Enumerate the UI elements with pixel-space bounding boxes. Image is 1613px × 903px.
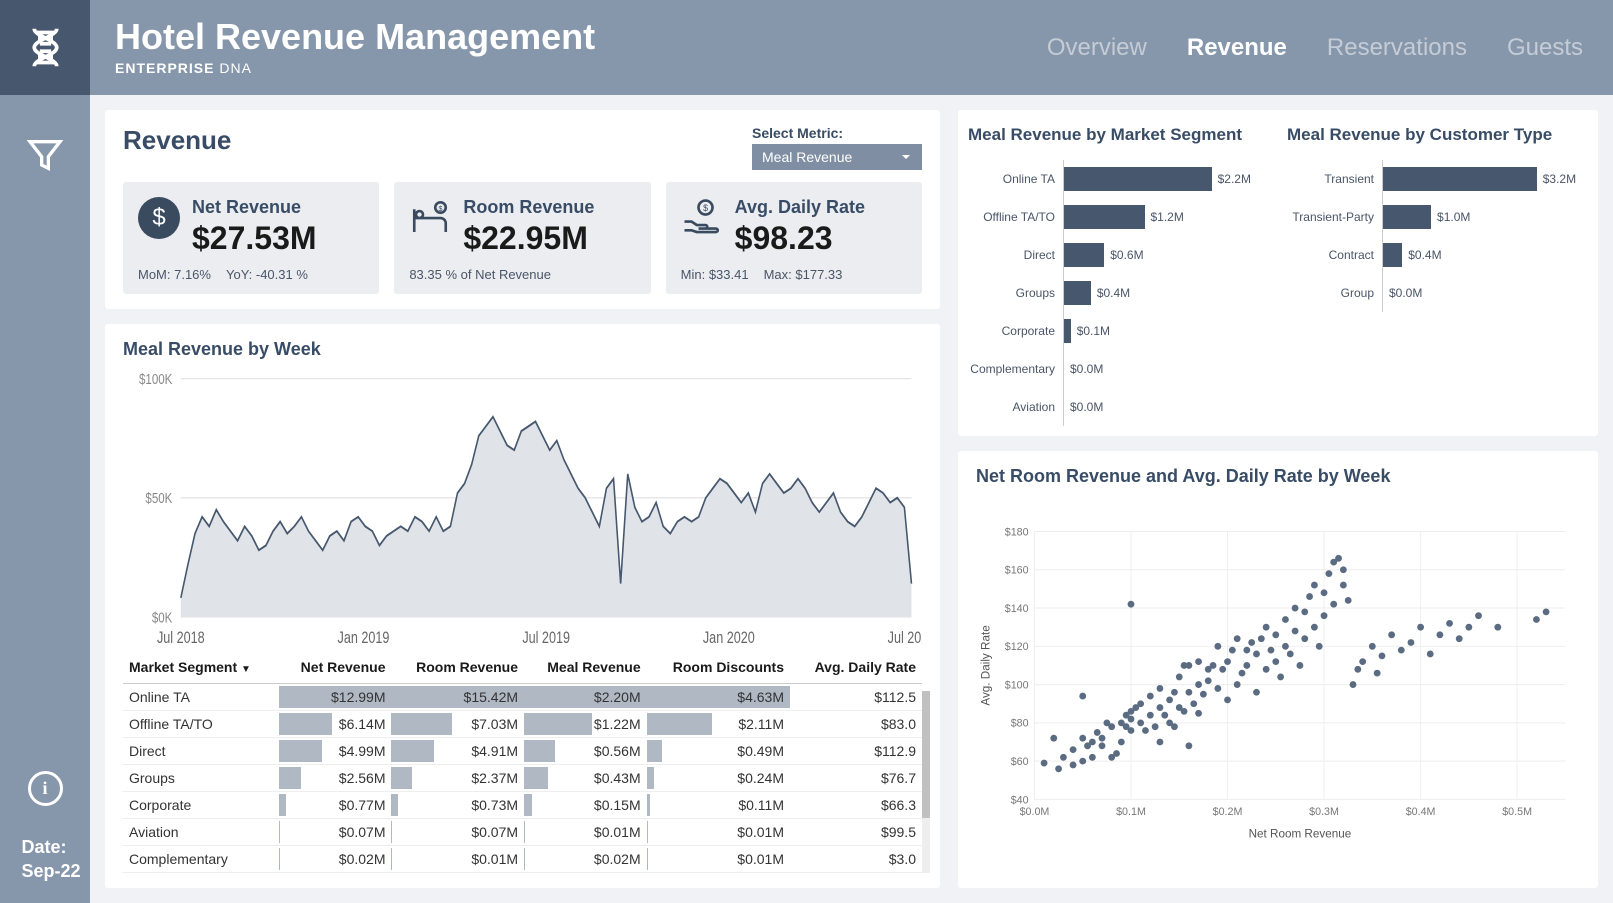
revenue-title: Revenue bbox=[123, 125, 231, 156]
revenue-panel: Revenue Select Metric: Meal Revenue $Net… bbox=[105, 110, 940, 309]
table-header[interactable]: Avg. Daily Rate bbox=[790, 651, 922, 684]
table-header[interactable]: Market Segment ▼ bbox=[123, 651, 279, 684]
metric-select[interactable]: Meal Revenue bbox=[752, 144, 922, 170]
segment-bars-title: Meal Revenue by Market Segment bbox=[968, 125, 1269, 145]
table-row[interactable]: Aviation$0.07M$0.07M$0.01M$0.01M$99.5 bbox=[123, 819, 922, 846]
svg-text:$0.3M: $0.3M bbox=[1309, 806, 1339, 818]
kpi-card: $Net Revenue$27.53MMoM: 7.16%YoY: -40.31… bbox=[123, 182, 379, 294]
table-header[interactable]: Net Revenue bbox=[279, 651, 392, 684]
hbar-row: Groups$0.4M bbox=[968, 274, 1269, 312]
hbar-row: Complementary$0.0M bbox=[968, 350, 1269, 388]
table-header[interactable]: Room Revenue bbox=[391, 651, 524, 684]
kpi-card: $Room Revenue$22.95M83.35 % of Net Reven… bbox=[394, 182, 650, 294]
hbar-row: Transient$3.2M bbox=[1287, 160, 1588, 198]
segment-table: Market Segment ▼Net RevenueRoom RevenueM… bbox=[123, 651, 922, 873]
table-row[interactable]: Groups$2.56M$2.37M$0.43M$0.24M$76.7 bbox=[123, 765, 922, 792]
chevron-down-icon bbox=[900, 151, 912, 163]
svg-text:$140: $140 bbox=[1005, 603, 1029, 615]
kpi-card: $Avg. Daily Rate$98.23Min: $33.41Max: $1… bbox=[666, 182, 922, 294]
page-subtitle: ENTERPRISE DNA bbox=[115, 60, 1047, 76]
svg-text:Jul 2019: Jul 2019 bbox=[522, 629, 570, 647]
area-chart-panel: Meal Revenue by Week $100K $50K $0K Jul 201… bbox=[105, 324, 940, 888]
svg-text:$100: $100 bbox=[1005, 679, 1029, 691]
page-title: Hotel Revenue Management bbox=[115, 19, 1047, 55]
table-scrollbar[interactable] bbox=[922, 691, 930, 873]
hbar-row: Corporate$0.1M bbox=[968, 312, 1269, 350]
tab-revenue[interactable]: Revenue bbox=[1187, 34, 1287, 62]
svg-text:$0.1M: $0.1M bbox=[1116, 806, 1146, 818]
rate-icon: $ bbox=[681, 197, 723, 239]
table-row[interactable]: Corporate$0.77M$0.73M$0.15M$0.11M$66.3 bbox=[123, 792, 922, 819]
table-row[interactable]: Direct$4.99M$4.91M$0.56M$0.49M$112.9 bbox=[123, 738, 922, 765]
svg-text:$: $ bbox=[439, 206, 443, 213]
svg-text:$100K: $100K bbox=[139, 371, 172, 388]
svg-text:$0K: $0K bbox=[152, 609, 173, 626]
svg-text:$0.5M: $0.5M bbox=[1502, 806, 1532, 818]
hbar-row: Group$0.0M bbox=[1287, 274, 1588, 312]
logo-box bbox=[0, 0, 90, 95]
hbar-row: Aviation$0.0M bbox=[968, 388, 1269, 426]
bed-icon: $ bbox=[409, 197, 451, 239]
table-row[interactable]: Online TA$12.99M$15.42M$2.20M$4.63M$112.… bbox=[123, 684, 922, 711]
info-button[interactable]: i bbox=[28, 771, 63, 806]
hbar-row: Offline TA/TO$1.2M bbox=[968, 198, 1269, 236]
table-row[interactable]: Complementary$0.02M$0.01M$0.02M$0.01M$3.… bbox=[123, 846, 922, 873]
svg-text:$120: $120 bbox=[1005, 641, 1029, 653]
hbar-row: Online TA$2.2M bbox=[968, 160, 1269, 198]
svg-text:$80: $80 bbox=[1011, 718, 1029, 730]
svg-text:$0.0M: $0.0M bbox=[1020, 806, 1050, 818]
scatter-title: Net Room Revenue and Avg. Daily Rate by … bbox=[976, 466, 1580, 487]
svg-text:$60: $60 bbox=[1011, 756, 1029, 768]
filter-icon bbox=[25, 135, 65, 175]
hbar-row: Contract$0.4M bbox=[1287, 236, 1588, 274]
hbar-row: Direct$0.6M bbox=[968, 236, 1269, 274]
svg-text:$0.4M: $0.4M bbox=[1406, 806, 1436, 818]
svg-text:$0.2M: $0.2M bbox=[1213, 806, 1243, 818]
svg-text:$: $ bbox=[703, 203, 708, 213]
hbar-charts-panel: Meal Revenue by Market Segment Online TA… bbox=[958, 110, 1598, 436]
dna-icon bbox=[23, 25, 68, 70]
scatter-panel: Net Room Revenue and Avg. Daily Rate by … bbox=[958, 451, 1598, 888]
table-row[interactable]: Offline TA/TO$6.14M$7.03M$1.22M$2.11M$83… bbox=[123, 711, 922, 738]
dollar-icon: $ bbox=[138, 197, 180, 239]
svg-text:Jul 2020: Jul 2020 bbox=[888, 629, 922, 647]
metric-select-label: Select Metric: bbox=[752, 125, 922, 141]
svg-text:Jul 2018: Jul 2018 bbox=[157, 629, 205, 647]
svg-text:$50K: $50K bbox=[145, 490, 172, 507]
svg-text:Net Room Revenue: Net Room Revenue bbox=[1249, 827, 1352, 840]
svg-text:Avg. Daily Rate: Avg. Daily Rate bbox=[980, 625, 993, 705]
svg-text:Jan 2020: Jan 2020 bbox=[703, 629, 755, 647]
svg-text:Jan 2019: Jan 2019 bbox=[338, 629, 390, 647]
svg-text:$180: $180 bbox=[1005, 526, 1029, 538]
table-header[interactable]: Meal Revenue bbox=[524, 651, 647, 684]
area-chart-title: Meal Revenue by Week bbox=[123, 339, 922, 360]
tab-guests[interactable]: Guests bbox=[1507, 34, 1583, 62]
customer-bars-title: Meal Revenue by Customer Type bbox=[1287, 125, 1588, 145]
date-display: Date: Sep-22 bbox=[9, 836, 80, 883]
tab-overview[interactable]: Overview bbox=[1047, 34, 1147, 62]
table-header[interactable]: Room Discounts bbox=[647, 651, 790, 684]
svg-text:$40: $40 bbox=[1011, 794, 1029, 806]
tab-reservations[interactable]: Reservations bbox=[1327, 34, 1467, 62]
hbar-row: Transient-Party$1.0M bbox=[1287, 198, 1588, 236]
filter-button[interactable] bbox=[25, 135, 65, 175]
svg-text:$160: $160 bbox=[1005, 565, 1029, 577]
